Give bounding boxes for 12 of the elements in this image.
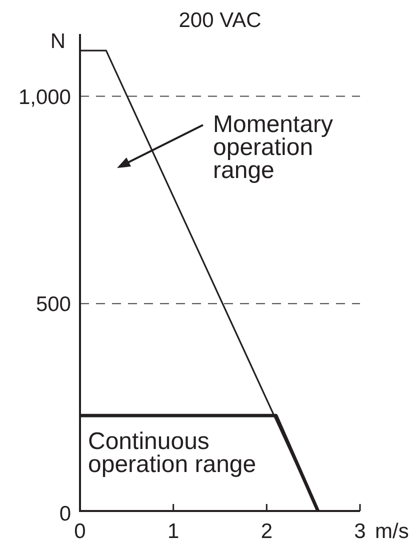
x-tick-label: 2 [260, 520, 273, 543]
y-tick-label: 500 [36, 293, 71, 316]
y-axis-title: N [50, 30, 66, 53]
y-tick-label: 0 [59, 502, 71, 526]
x-axis-title: m/s [375, 520, 409, 543]
x-tick-label: 3 [354, 520, 366, 543]
x-tick-label: 0 [74, 520, 86, 543]
x-tick-label: 1 [167, 520, 180, 543]
annotation: Momentary operation range [213, 111, 334, 184]
annotation: Continuous operation range [88, 428, 256, 478]
y-tick-label: 1,000 [18, 86, 71, 109]
chart-title: 200 VAC [178, 9, 262, 32]
